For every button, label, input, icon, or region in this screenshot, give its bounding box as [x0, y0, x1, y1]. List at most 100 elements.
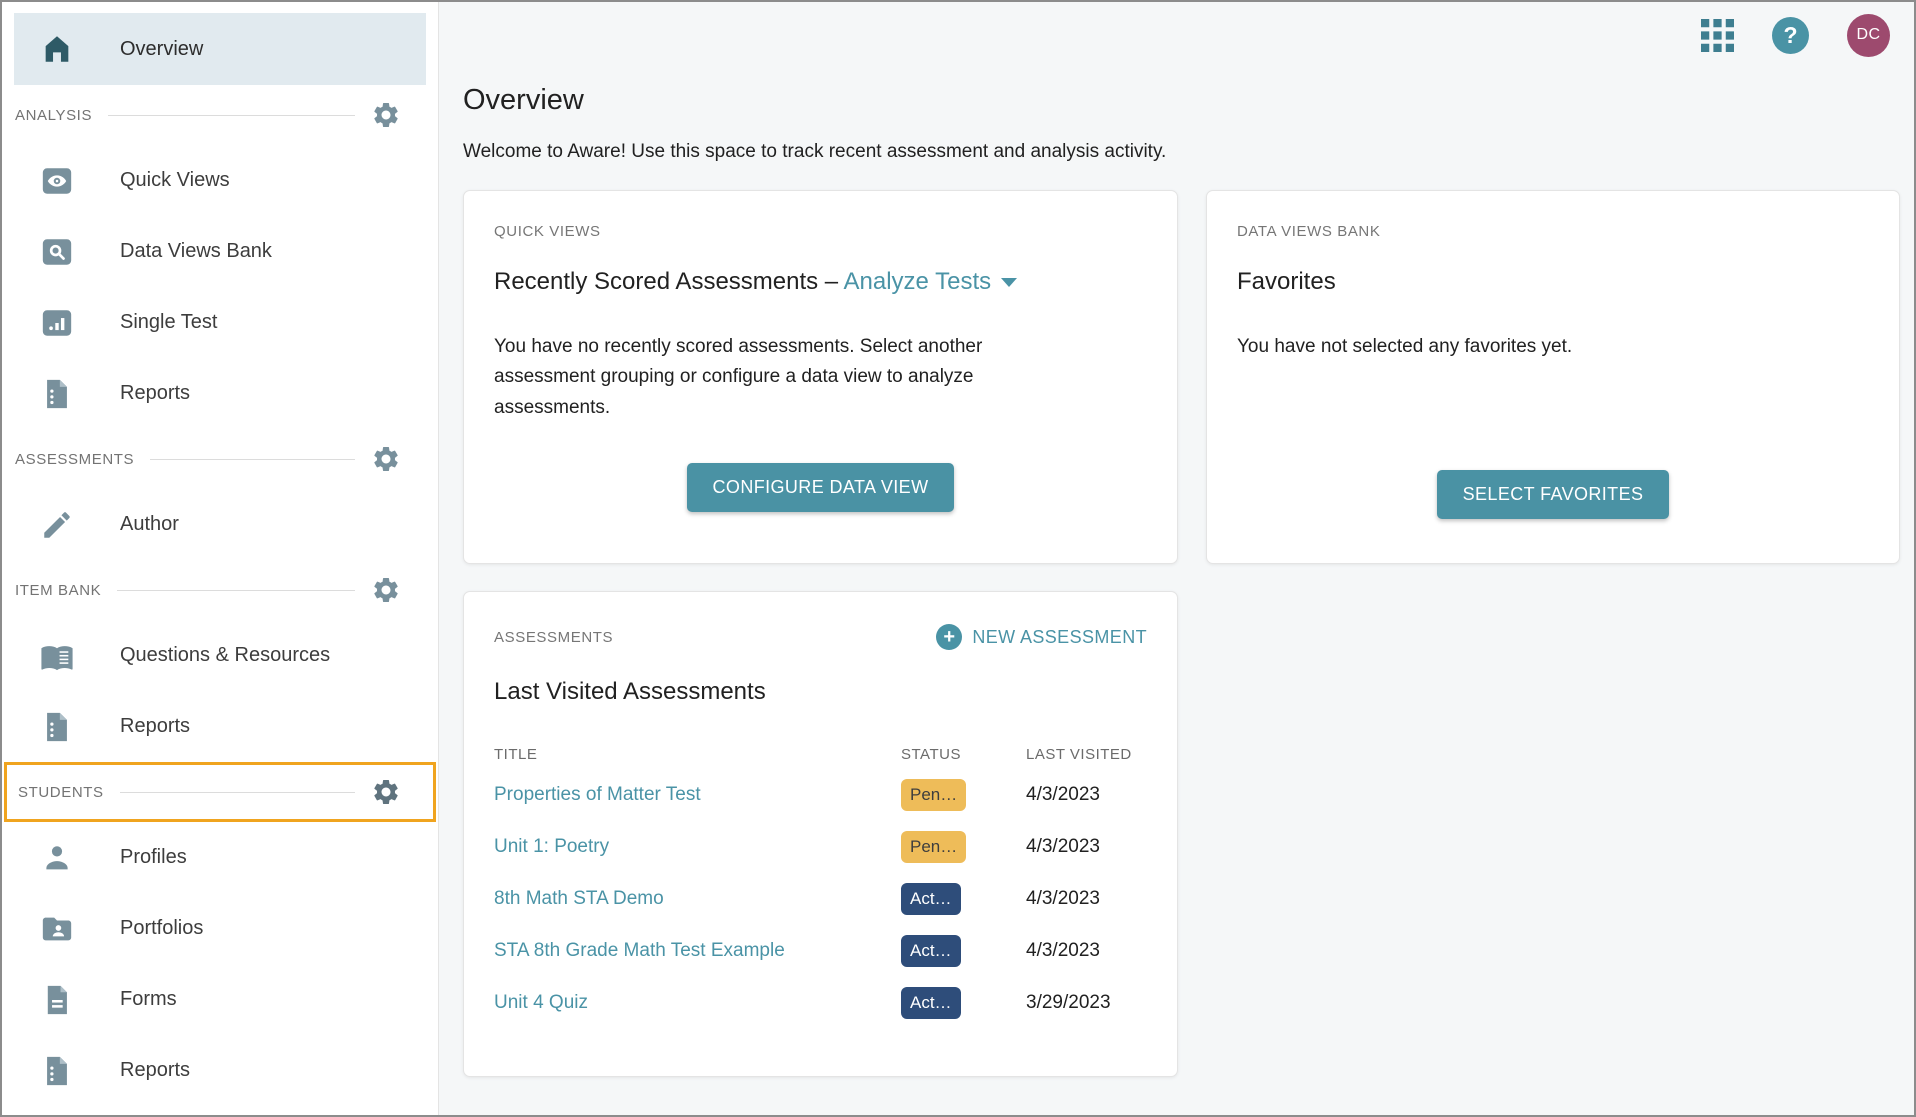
- cards-row-bottom: ASSESSMENTS + NEW ASSESSMENT Last Visite…: [463, 591, 1900, 1077]
- analyze-tests-dropdown[interactable]: Analyze Tests: [844, 268, 1018, 295]
- table-row: 8th Math STA Demo Act… 4/3/2023: [494, 873, 1147, 925]
- report-document-icon: [47, 1056, 67, 1085]
- person-icon: [46, 845, 68, 869]
- section-label: ITEM BANK: [15, 581, 102, 599]
- sidebar-item-single-test[interactable]: Single Test: [2, 287, 438, 358]
- status-badge: Pen…: [901, 779, 967, 811]
- sidebar-item-quick-views[interactable]: Quick Views: [2, 145, 438, 216]
- sidebar-item-label: Overview: [120, 37, 204, 60]
- last-visited-assessments-table: TITLE STATUS LAST VISITED Properties of …: [494, 746, 1147, 1029]
- sidebar-item-overview[interactable]: Overview: [14, 13, 426, 85]
- assessment-link[interactable]: 8th Math STA Demo: [494, 888, 664, 909]
- table-row: Unit 4 Quiz Act… 3/29/2023: [494, 977, 1147, 1029]
- sidebar-item-students-reports[interactable]: Reports: [2, 1035, 438, 1106]
- sidebar: Overview ANALYSIS Quick Views: [2, 2, 439, 1115]
- report-document-icon: [47, 379, 67, 408]
- section-divider: [150, 458, 355, 460]
- sidebar-item-forms[interactable]: Forms: [2, 964, 438, 1035]
- sidebar-item-label: Data Views Bank: [120, 240, 272, 262]
- chevron-down-icon: [1001, 278, 1018, 288]
- status-badge: Act…: [901, 935, 961, 967]
- sidebar-item-label: Reports: [120, 382, 191, 404]
- pencil-icon: [44, 511, 70, 538]
- last-visited-date: 3/29/2023: [1026, 992, 1111, 1013]
- table-row: Properties of Matter Test Pen… 4/3/2023: [494, 769, 1147, 821]
- section-label: ASSESSMENTS: [15, 450, 135, 468]
- last-visited-date: 4/3/2023: [1026, 784, 1100, 805]
- main-content: ? DC Overview Welcome to Aware! Use this…: [439, 2, 1914, 1115]
- configure-data-view-button[interactable]: CONFIGURE DATA VIEW: [686, 463, 955, 513]
- sidebar-item-label: Single Test: [120, 311, 218, 333]
- status-badge: Pen…: [901, 831, 967, 863]
- sidebar-item-label: Profiles: [120, 846, 187, 868]
- assessment-link[interactable]: STA 8th Grade Math Test Example: [494, 940, 785, 961]
- gear-icon[interactable]: [371, 100, 401, 130]
- page-title: Overview: [463, 84, 584, 116]
- gear-icon[interactable]: [371, 444, 401, 474]
- search-badge-icon: [42, 238, 72, 265]
- sidebar-item-label: Reports: [120, 715, 191, 737]
- card-body-text: You have not selected any favorites yet.: [1237, 336, 1573, 357]
- section-divider: [108, 114, 355, 116]
- report-document-icon: [47, 712, 67, 741]
- sidebar-item-data-views-bank[interactable]: Data Views Bank: [2, 216, 438, 287]
- quick-views-card: QUICK VIEWS Recently Scored Assessments …: [463, 190, 1178, 564]
- section-label: ANALYSIS: [15, 106, 93, 124]
- card-body-text: You have no recently scored assessments.…: [494, 336, 983, 418]
- topbar: ? DC: [463, 2, 1900, 68]
- gear-icon[interactable]: [371, 777, 401, 807]
- sidebar-section-analysis: ANALYSIS: [2, 85, 438, 145]
- cards-row-top: QUICK VIEWS Recently Scored Assessments …: [463, 190, 1900, 564]
- sidebar-section-item-bank: ITEM BANK: [2, 560, 438, 620]
- sidebar-item-analysis-reports[interactable]: Reports: [2, 358, 438, 429]
- status-badge: Act…: [901, 987, 961, 1019]
- sidebar-section-students: STUDENTS: [4, 762, 436, 822]
- avatar[interactable]: DC: [1847, 13, 1890, 57]
- card-eyebrow: ASSESSMENTS: [494, 628, 614, 646]
- sidebar-item-label: Reports: [120, 1059, 191, 1081]
- sidebar-item-label: Quick Views: [120, 169, 230, 191]
- assessment-link[interactable]: Properties of Matter Test: [494, 784, 701, 805]
- card-title: Recently Scored Assessments – Analyze Te…: [494, 268, 1147, 296]
- page-subtitle: Welcome to Aware! Use this space to trac…: [463, 141, 1167, 162]
- section-divider: [117, 589, 355, 591]
- card-eyebrow: DATA VIEWS BANK: [1237, 223, 1381, 240]
- sidebar-item-portfolios[interactable]: Portfolios: [2, 893, 438, 964]
- help-icon[interactable]: ?: [1772, 16, 1809, 54]
- gear-icon[interactable]: [371, 575, 401, 605]
- folder-person-icon: [42, 917, 72, 940]
- plus-icon: +: [936, 624, 963, 650]
- sidebar-item-profiles[interactable]: Profiles: [2, 822, 438, 893]
- section-divider: [119, 791, 355, 793]
- bar-chart-badge-icon: [42, 309, 72, 336]
- table-row: STA 8th Grade Math Test Example Act… 4/3…: [494, 925, 1147, 977]
- sidebar-item-label: Author: [120, 513, 179, 535]
- column-header-title: TITLE: [494, 746, 538, 763]
- card-title: Favorites: [1237, 268, 1336, 295]
- sidebar-item-author[interactable]: Author: [2, 489, 438, 560]
- home-icon: [45, 36, 69, 62]
- column-header-status: STATUS: [901, 746, 961, 763]
- form-document-icon: [47, 985, 67, 1014]
- column-header-last-visited: LAST VISITED: [1026, 746, 1132, 763]
- table-row: Unit 1: Poetry Pen… 4/3/2023: [494, 821, 1147, 873]
- last-visited-date: 4/3/2023: [1026, 888, 1100, 909]
- new-assessment-button[interactable]: + NEW ASSESSMENT: [936, 624, 1147, 650]
- card-title-text: Recently Scored Assessments –: [494, 268, 839, 295]
- card-eyebrow: QUICK VIEWS: [494, 223, 601, 240]
- select-favorites-button[interactable]: SELECT FAVORITES: [1436, 470, 1670, 519]
- favorites-card: DATA VIEWS BANK Favorites You have not s…: [1206, 190, 1900, 564]
- open-book-icon: [41, 645, 73, 670]
- sidebar-item-questions-resources[interactable]: Questions & Resources: [2, 620, 438, 691]
- assessment-link[interactable]: Unit 4 Quiz: [494, 992, 588, 1013]
- last-visited-date: 4/3/2023: [1026, 940, 1100, 961]
- apps-grid-icon[interactable]: [1701, 18, 1734, 52]
- last-visited-date: 4/3/2023: [1026, 836, 1100, 857]
- section-label: STUDENTS: [18, 783, 104, 801]
- assessments-card: ASSESSMENTS + NEW ASSESSMENT Last Visite…: [463, 591, 1178, 1077]
- eye-badge-icon: [42, 167, 72, 194]
- status-badge: Act…: [901, 883, 961, 915]
- assessment-link[interactable]: Unit 1: Poetry: [494, 836, 610, 857]
- sidebar-item-item-bank-reports[interactable]: Reports: [2, 691, 438, 762]
